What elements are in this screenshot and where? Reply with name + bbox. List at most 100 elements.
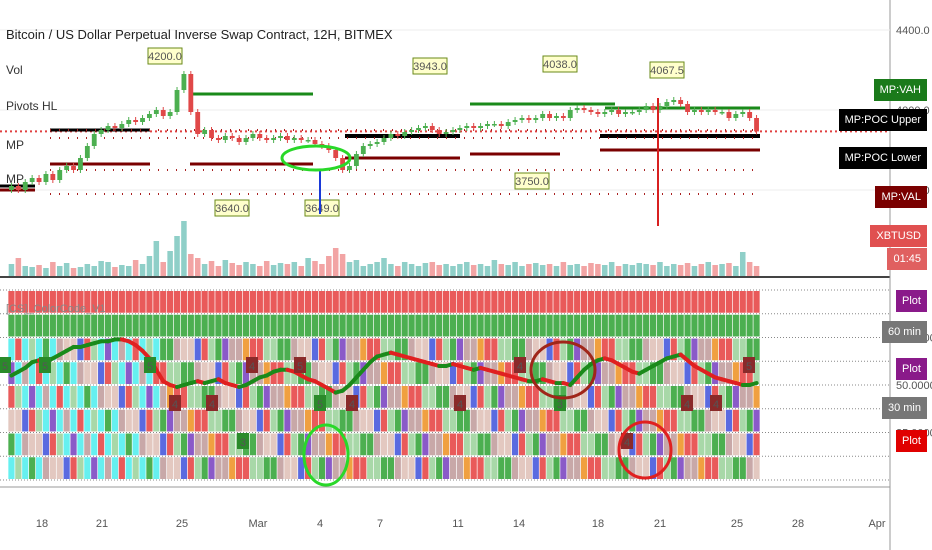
tag-vah: MP:VAH xyxy=(873,79,927,101)
volume-bar xyxy=(677,265,684,276)
pivot-annotation-label: 3750.0 xyxy=(515,176,549,188)
color-code-cell xyxy=(187,338,194,361)
color-code-cell xyxy=(518,386,526,408)
market-profile-label-2[interactable]: MP xyxy=(6,172,24,186)
lower-indicator-label[interactable]: [CS]_ColorCode_V1 xyxy=(6,303,106,315)
candle-body xyxy=(284,136,290,140)
volume-bar xyxy=(395,266,401,276)
color-code-cell xyxy=(732,338,739,361)
color-code-cell xyxy=(15,386,22,408)
color-code-cell xyxy=(215,291,222,313)
color-code-cell xyxy=(698,338,705,361)
color-code-cell xyxy=(22,338,29,361)
color-code-cell xyxy=(532,314,539,337)
candle-body xyxy=(422,126,428,128)
color-code-cell xyxy=(194,338,201,361)
color-code-cell xyxy=(553,433,560,456)
market-profile-label-1[interactable]: MP xyxy=(6,138,24,152)
color-code-cell xyxy=(498,386,505,408)
color-code-cell xyxy=(608,314,615,337)
color-code-cell xyxy=(8,338,15,361)
candle-body xyxy=(547,114,552,118)
strength-marker-label: 5 xyxy=(2,361,8,373)
strength-marker-label: 4 xyxy=(713,399,719,411)
color-code-cell xyxy=(298,386,305,408)
pivot-annotation-box xyxy=(649,61,685,79)
color-code-cell xyxy=(670,457,677,479)
color-code-cell xyxy=(670,314,677,337)
color-code-cell xyxy=(222,409,229,432)
color-code-cell xyxy=(367,362,374,384)
color-code-cell xyxy=(380,314,388,337)
color-code-cell xyxy=(173,314,181,337)
color-code-cell xyxy=(518,457,526,479)
color-code-cell xyxy=(380,409,388,432)
time-tick-label: 14 xyxy=(513,518,525,530)
color-code-cell xyxy=(505,314,512,337)
color-code-cell xyxy=(422,338,429,361)
color-code-cell xyxy=(208,291,215,313)
strength-marker-label: 5 xyxy=(746,361,752,373)
color-code-cell xyxy=(587,386,595,408)
color-code-cell xyxy=(698,433,705,456)
color-code-cell xyxy=(691,291,698,313)
volume-indicator-label[interactable]: Vol xyxy=(6,63,23,77)
color-code-cell xyxy=(525,314,532,337)
oscillator-tick-label: 50.0000 xyxy=(896,380,932,392)
volume-bar xyxy=(222,260,229,276)
volume-bar xyxy=(388,264,394,276)
color-code-cell xyxy=(587,409,595,432)
candle-body xyxy=(167,112,173,116)
color-code-cell xyxy=(456,457,463,479)
color-code-cell xyxy=(518,409,526,432)
color-code-cell xyxy=(401,338,408,361)
color-code-cell xyxy=(511,457,519,479)
color-code-cell xyxy=(325,457,332,479)
candle-body xyxy=(64,166,70,170)
color-code-cell xyxy=(622,386,629,408)
color-code-cell xyxy=(353,338,360,361)
strength-marker xyxy=(621,433,633,449)
color-code-cell xyxy=(201,433,208,456)
color-code-cell xyxy=(429,386,436,408)
volume-bar xyxy=(422,263,429,276)
color-code-cell xyxy=(415,314,422,337)
color-code-cell xyxy=(615,338,622,361)
color-code-cell xyxy=(180,291,188,313)
volume-bar xyxy=(208,261,215,276)
color-code-cell xyxy=(208,314,215,337)
color-code-cell xyxy=(505,409,512,432)
color-code-cell xyxy=(277,409,284,432)
color-code-cell xyxy=(367,409,374,432)
color-code-cell xyxy=(284,457,291,479)
volume-bar xyxy=(519,266,525,276)
volume-bar xyxy=(719,264,725,276)
color-code-cell xyxy=(125,409,132,432)
color-code-cell xyxy=(160,386,167,408)
color-code-cell xyxy=(118,433,125,456)
color-code-cell xyxy=(574,314,581,337)
strength-marker-label: 5 xyxy=(42,361,48,373)
color-code-cell xyxy=(318,338,326,361)
color-code-cell xyxy=(484,314,491,337)
strength-marker-label: 4 xyxy=(172,399,178,411)
color-code-cell xyxy=(373,386,381,408)
color-code-cell xyxy=(436,362,443,384)
color-code-cell xyxy=(187,457,194,479)
color-code-cell xyxy=(249,314,257,337)
color-code-cell xyxy=(470,314,477,337)
pivots-indicator-label[interactable]: Pivots HL xyxy=(6,99,58,113)
color-code-cell xyxy=(691,386,698,408)
color-code-cell xyxy=(498,457,505,479)
color-code-cell xyxy=(622,291,629,313)
color-code-cell xyxy=(215,409,222,432)
color-code-cell xyxy=(256,291,263,313)
color-code-cell xyxy=(118,386,125,408)
color-code-cell xyxy=(104,409,112,432)
candle-body xyxy=(698,110,704,112)
color-code-cell xyxy=(22,362,29,384)
color-code-cell xyxy=(408,457,415,479)
color-code-cell xyxy=(70,409,77,432)
color-code-cell xyxy=(601,386,608,408)
